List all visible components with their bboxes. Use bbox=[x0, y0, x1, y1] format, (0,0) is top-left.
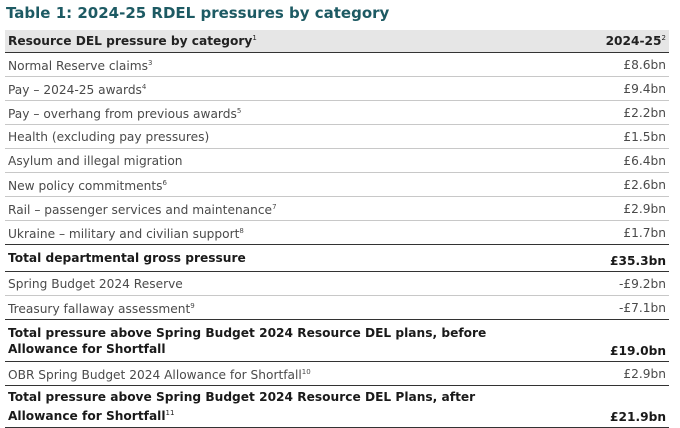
row-label: Total departmental gross pressure bbox=[5, 244, 536, 272]
row-value: £19.0bn bbox=[536, 319, 669, 362]
label-text: Total departmental gross pressure bbox=[8, 251, 246, 265]
table: Resource DEL pressure by category1 2024-2… bbox=[5, 30, 669, 428]
row-label: Rail – passenger services and maintenanc… bbox=[5, 196, 536, 221]
row-value: £6.4bn bbox=[536, 148, 669, 173]
row-value: £1.5bn bbox=[536, 124, 669, 149]
table-row: Rail – passenger services and maintenanc… bbox=[5, 196, 669, 221]
table-row: OBR Spring Budget 2024 Allowance for Sho… bbox=[5, 361, 669, 386]
row-value: £2.6bn bbox=[536, 172, 669, 197]
row-label: OBR Spring Budget 2024 Allowance for Sho… bbox=[5, 361, 536, 386]
label-text: Total pressure above Spring Budget 2024 … bbox=[8, 325, 487, 356]
row-value: £2.9bn bbox=[536, 196, 669, 221]
row-label: Normal Reserve claims3 bbox=[5, 52, 536, 77]
footnote-marker: 1 bbox=[252, 33, 257, 42]
label-text: Treasury fallaway assessment bbox=[8, 302, 191, 317]
footnote-marker: 11 bbox=[165, 408, 175, 417]
header-text: 2024-25 bbox=[605, 34, 662, 49]
footnote-marker: 8 bbox=[239, 226, 244, 235]
header-cell: 2024-252 bbox=[536, 30, 669, 53]
footnote-marker: 2 bbox=[661, 33, 666, 42]
row-value: £21.9bn bbox=[536, 385, 669, 428]
row-value: £35.3bn bbox=[536, 244, 669, 272]
label-text: OBR Spring Budget 2024 Allowance for Sho… bbox=[8, 368, 302, 383]
row-label: New policy commitments6 bbox=[5, 172, 536, 197]
table-row: Pay – 2024-25 awards4 £9.4bn bbox=[5, 76, 669, 101]
footnote-marker: 4 bbox=[141, 82, 147, 91]
label-text: Asylum and illegal migration bbox=[8, 153, 183, 168]
table-row: Total departmental gross pressure £35.3bn bbox=[5, 244, 669, 272]
label-text: New policy commitments bbox=[8, 179, 163, 194]
table-row: Total pressure above Spring Budget 2024 … bbox=[5, 319, 669, 362]
label-text: Health (excluding pay pressures) bbox=[8, 129, 210, 144]
row-label: Pay – 2024-25 awards4 bbox=[5, 76, 536, 101]
row-value: £9.4bn bbox=[536, 76, 669, 101]
table-row: Asylum and illegal migration £6.4bn bbox=[5, 148, 669, 173]
table-row: Total pressure above Spring Budget 2024 … bbox=[5, 385, 669, 428]
row-value: -£9.2bn bbox=[536, 271, 669, 296]
table-row: New policy commitments6 £2.6bn bbox=[5, 172, 669, 197]
label-text: Rail – passenger services and maintenanc… bbox=[8, 203, 273, 218]
row-label: Pay – overhang from previous awards5 bbox=[5, 100, 536, 125]
table-row: Ukraine – military and civilian support8… bbox=[5, 220, 669, 245]
label-text: Pay – overhang from previous awards bbox=[8, 107, 237, 122]
row-value: -£7.1bn bbox=[536, 295, 669, 320]
row-label: Treasury fallaway assessment9 bbox=[5, 295, 536, 320]
label-text: Pay – 2024-25 awards bbox=[8, 83, 142, 98]
label-text: Spring Budget 2024 Reserve bbox=[8, 276, 183, 291]
table-row: Health (excluding pay pressures) £1.5bn bbox=[5, 124, 669, 149]
table-row: Spring Budget 2024 Reserve -£9.2bn bbox=[5, 271, 669, 296]
footnote-marker: 6 bbox=[162, 178, 167, 187]
table-row: Treasury fallaway assessment9 -£7.1bn bbox=[5, 295, 669, 320]
row-value: £1.7bn bbox=[536, 220, 669, 245]
footnote-marker: 3 bbox=[148, 58, 153, 67]
row-label: Health (excluding pay pressures) bbox=[5, 124, 536, 149]
row-label: Total pressure above Spring Budget 2024 … bbox=[5, 319, 536, 362]
row-label: Ukraine – military and civilian support8 bbox=[5, 220, 536, 245]
header-cell: Resource DEL pressure by category1 bbox=[5, 30, 536, 53]
footnote-marker: 10 bbox=[301, 367, 311, 376]
row-label: Total pressure above Spring Budget 2024 … bbox=[5, 385, 536, 428]
label-text: Ukraine – military and civilian support bbox=[8, 227, 240, 242]
label-text: Normal Reserve claims bbox=[8, 59, 148, 74]
footnote-marker: 5 bbox=[236, 106, 242, 115]
row-label: Asylum and illegal migration bbox=[5, 148, 536, 173]
table-row: Normal Reserve claims3 £8.6bn bbox=[5, 52, 669, 77]
row-label: Spring Budget 2024 Reserve bbox=[5, 271, 536, 296]
table-row: Pay – overhang from previous awards5 £2.2… bbox=[5, 100, 669, 125]
row-value: £2.9bn bbox=[536, 361, 669, 386]
header-row: Resource DEL pressure by category1 2024-2… bbox=[5, 30, 669, 53]
footnote-marker: 9 bbox=[190, 301, 195, 310]
table-title: Table 1: 2024-25 RDEL pressures by categ… bbox=[6, 4, 390, 22]
row-value: £8.6bn bbox=[536, 52, 669, 77]
label-text: Total pressure above Spring Budget 2024 … bbox=[8, 389, 476, 424]
header-text: Resource DEL pressure by category bbox=[8, 34, 253, 49]
footnote-marker: 7 bbox=[272, 202, 277, 211]
row-value: £2.2bn bbox=[536, 100, 669, 125]
